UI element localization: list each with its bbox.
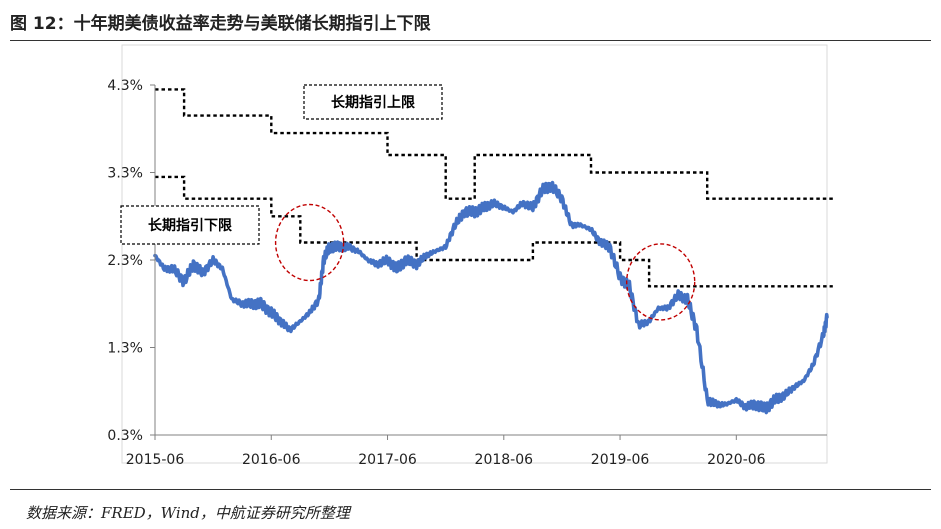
upper-bound-label: 长期指引上限 — [331, 94, 415, 111]
yield-series-line — [153, 180, 829, 415]
upper-guidance-line — [155, 88, 833, 200]
y-tick-label: 3.3% — [107, 166, 143, 182]
lower-guidance-line — [155, 175, 833, 288]
y-tick-label: 2.3% — [107, 253, 143, 269]
y-tick-label: 1.3% — [107, 341, 143, 357]
y-tick-label: 4.3% — [107, 78, 143, 94]
x-tick-label: 2020-06 — [707, 452, 766, 468]
x-tick-label: 2015-06 — [126, 452, 185, 468]
x-tick-label: 2016-06 — [242, 452, 301, 468]
figure-title: 图 12：十年期美债收益率走势与美联储长期指引上下限 — [10, 14, 431, 34]
x-tick-label: 2018-06 — [475, 452, 534, 468]
y-tick-label: 0.3% — [107, 428, 143, 444]
source-note: 数据来源：FRED，Wind，中航证券研究所整理 — [26, 504, 350, 522]
source-rule — [10, 489, 931, 490]
x-tick-label: 2017-06 — [358, 452, 417, 468]
lower-bound-label: 长期指引下限 — [148, 217, 232, 234]
upper-bound-label-box — [303, 84, 443, 120]
highlight-circle-2 — [626, 243, 696, 321]
yield-chart: 0.3% 1.3% 2.3% 3.3% 4.3% 2015-06 2016-06 2017-… — [107, 44, 833, 468]
lower-bound-label-box — [120, 205, 260, 245]
title-rule — [10, 40, 931, 41]
plot-frame — [121, 44, 828, 464]
x-tick-label: 2019-06 — [591, 452, 650, 468]
highlight-circle-1 — [274, 203, 345, 282]
